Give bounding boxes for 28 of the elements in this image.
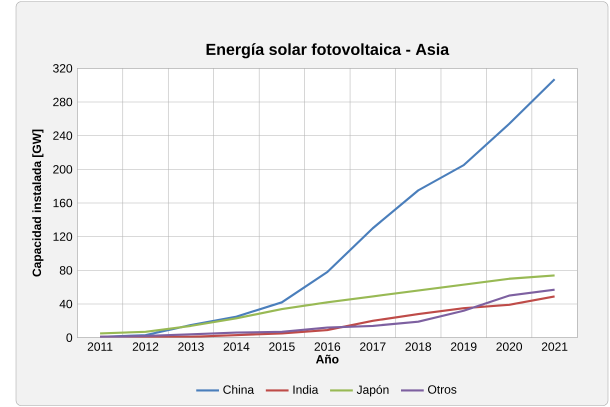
x-tick-label: 2016 — [314, 342, 340, 351]
x-tick-label: 2017 — [360, 342, 386, 351]
x-tick-label: 2015 — [269, 342, 295, 351]
y-tick-label: 240 — [53, 131, 72, 140]
line-series — [98, 78, 556, 338]
x-tick-label: 2011 — [88, 342, 112, 351]
y-tick-label: 160 — [54, 198, 72, 208]
legend-label: China — [223, 385, 254, 394]
y-tick-label: 200 — [53, 165, 72, 174]
y-tick-label: 0 — [66, 333, 72, 342]
x-tick-label: 2018 — [406, 342, 432, 351]
y-tick-label: 40 — [60, 300, 72, 308]
x-tick-label: 2019 — [450, 342, 476, 351]
x-tick-label: 2021 — [542, 342, 568, 351]
y-tick-label: 80 — [60, 266, 72, 275]
legend-label: India — [293, 385, 318, 394]
legend-label: Japón — [356, 385, 388, 396]
x-axis-title: Año — [316, 354, 339, 364]
y-tick-label: 280 — [53, 98, 72, 106]
y-tick-label: 120 — [54, 232, 72, 241]
legend-label: Otros — [428, 385, 456, 394]
y-axis-title: Capacidad instalada [GW] — [32, 130, 44, 277]
x-tick-label: 2014 — [224, 342, 250, 351]
y-tick-label: 320 — [53, 64, 72, 73]
x-tick-label: 2013 — [178, 342, 204, 351]
x-tick-label: 2012 — [132, 342, 158, 351]
x-tick-label: 2020 — [496, 342, 522, 351]
chart-title: Energía solar fotovoltaica - Asia — [206, 43, 450, 58]
